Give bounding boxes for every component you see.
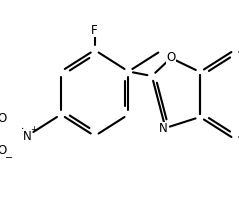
Text: −: − [5, 153, 13, 163]
Text: +: + [30, 125, 37, 134]
Text: N: N [159, 122, 168, 135]
Text: O: O [166, 51, 175, 64]
Text: F: F [91, 24, 98, 37]
Text: N: N [23, 129, 32, 143]
Text: O: O [0, 144, 6, 158]
Text: O: O [0, 111, 6, 125]
